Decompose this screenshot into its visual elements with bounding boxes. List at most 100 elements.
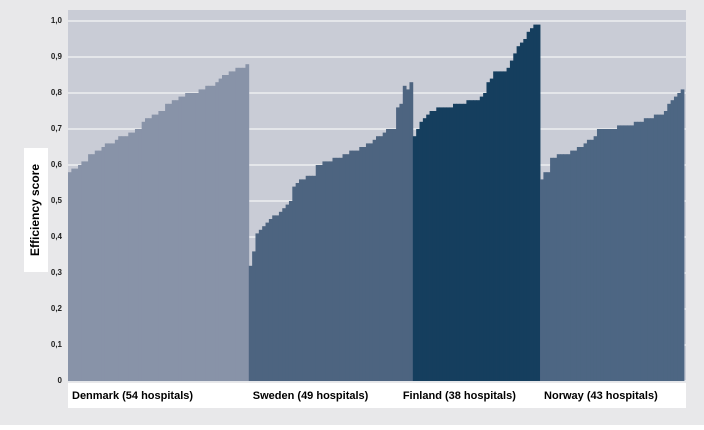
bar <box>111 143 116 381</box>
bar <box>623 125 628 382</box>
bar <box>436 107 441 382</box>
bar <box>222 75 226 381</box>
y-tick-label: 0,7 <box>51 124 63 133</box>
bar <box>121 136 126 381</box>
bar <box>345 154 350 381</box>
bar <box>171 100 176 381</box>
bar <box>272 215 276 381</box>
bar <box>386 129 390 381</box>
bar <box>566 154 571 381</box>
bar <box>195 93 199 381</box>
bar <box>178 96 183 381</box>
bar <box>335 157 340 381</box>
bar <box>536 24 541 381</box>
bar <box>108 143 112 381</box>
bar <box>456 103 461 382</box>
bar <box>332 157 337 381</box>
bar <box>513 53 518 382</box>
bar <box>667 103 672 382</box>
bar <box>134 129 139 381</box>
bar <box>650 118 655 381</box>
bar <box>553 157 558 381</box>
bar <box>131 132 136 381</box>
bar <box>630 125 635 382</box>
bar <box>573 150 578 381</box>
bar <box>459 103 464 382</box>
bar <box>198 89 203 382</box>
bar <box>483 93 487 381</box>
bar <box>556 154 561 381</box>
y-tick-label: 1,0 <box>51 16 63 25</box>
bar <box>653 114 658 381</box>
bar <box>369 143 374 381</box>
bar <box>416 129 420 381</box>
bar <box>376 136 380 381</box>
bar <box>590 139 595 381</box>
bar <box>349 150 353 381</box>
bar <box>141 121 146 382</box>
bar <box>299 179 303 381</box>
bar <box>550 157 554 381</box>
bar <box>382 132 387 381</box>
bar <box>563 154 568 381</box>
y-axis-label: Efficiency score <box>28 164 42 256</box>
bar <box>446 107 451 382</box>
bar <box>155 114 159 381</box>
bar <box>543 172 548 381</box>
bar <box>211 85 216 382</box>
bar <box>359 147 364 381</box>
bar <box>151 114 156 381</box>
bar <box>680 89 685 382</box>
bar <box>533 24 538 381</box>
bar <box>372 139 377 381</box>
bar <box>84 161 89 381</box>
bar <box>576 147 581 381</box>
label-strip <box>68 383 686 408</box>
bar <box>406 89 410 382</box>
bar <box>74 168 79 381</box>
bar <box>640 121 645 382</box>
bar <box>255 233 260 381</box>
bar <box>242 67 246 382</box>
bar <box>282 208 287 381</box>
bar <box>342 154 347 381</box>
bar <box>453 103 457 382</box>
bar <box>175 100 179 381</box>
y-label-box <box>24 148 48 272</box>
bar <box>506 67 511 382</box>
bar <box>145 118 149 381</box>
bar <box>312 175 317 381</box>
bar <box>633 121 638 382</box>
bar <box>245 64 250 381</box>
bar <box>523 39 528 381</box>
bar <box>560 154 564 381</box>
bar <box>660 114 665 381</box>
bar <box>215 82 220 381</box>
group-label: Sweden (49 hospitals) <box>253 390 369 402</box>
group-label: Finland (38 hospitals) <box>403 390 516 402</box>
bar <box>617 125 621 382</box>
bar <box>188 93 193 381</box>
bar <box>499 71 504 382</box>
bar <box>268 219 273 381</box>
bar <box>88 154 92 381</box>
bar <box>426 114 430 381</box>
bar <box>479 96 484 381</box>
bar <box>469 100 474 381</box>
bar <box>148 118 153 381</box>
bar <box>620 125 625 382</box>
bar <box>516 46 521 381</box>
bar <box>493 71 497 382</box>
bar <box>432 111 437 381</box>
bar <box>339 157 343 381</box>
bar <box>352 150 357 381</box>
y-tick-label: 0,5 <box>51 196 63 205</box>
bar <box>205 85 210 382</box>
bar <box>476 100 481 381</box>
bar <box>610 129 615 381</box>
bar <box>449 107 454 382</box>
bar <box>647 118 651 381</box>
bar <box>355 150 360 381</box>
y-tick-label: 0 <box>58 376 63 385</box>
bar <box>228 71 233 382</box>
